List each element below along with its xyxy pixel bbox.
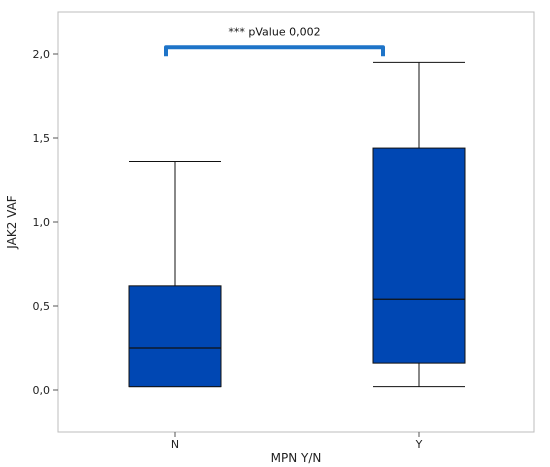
y-tick-label: 1,0 xyxy=(33,216,51,229)
iqr-box xyxy=(372,147,466,364)
iqr-box xyxy=(128,285,222,388)
x-tick-label: N xyxy=(171,438,179,451)
y-tick-label: 1,5 xyxy=(33,132,51,145)
x-axis-label: MPN Y/N xyxy=(271,451,322,465)
y-axis-ticks: 0,0 0,5 1,0 1,5 2,0 xyxy=(33,48,58,397)
box-Y xyxy=(372,61,466,388)
significance-annotation: *** pValue 0,002 xyxy=(164,25,385,57)
x-tick-label: Y xyxy=(415,438,423,451)
y-tick-label: 2,0 xyxy=(33,48,51,61)
y-tick-label: 0,0 xyxy=(33,384,51,397)
significance-label: *** pValue 0,002 xyxy=(228,25,320,38)
boxes xyxy=(128,61,466,388)
y-axis-label: JAK2 VAF xyxy=(5,195,19,250)
significance-bracket xyxy=(164,45,385,57)
box-N xyxy=(128,161,222,388)
y-tick-label: 0,5 xyxy=(33,300,51,313)
